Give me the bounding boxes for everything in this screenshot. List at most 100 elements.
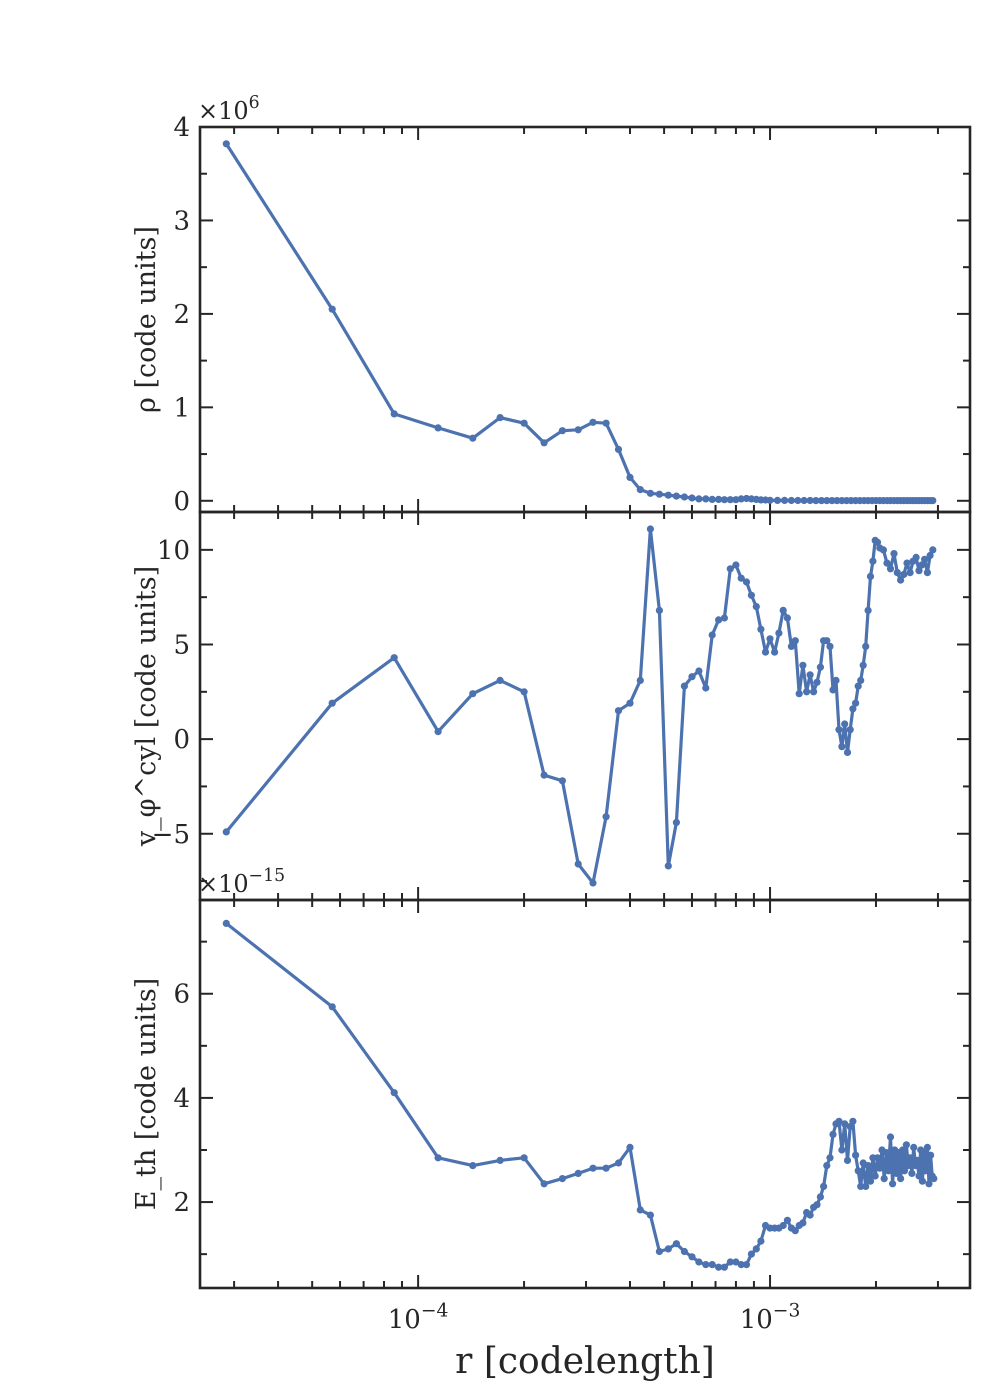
data-point [715, 616, 723, 624]
data-point [589, 1164, 597, 1172]
data-point [708, 1261, 716, 1269]
data-point [915, 1172, 923, 1180]
data-point [672, 492, 681, 500]
data-point [908, 1169, 916, 1177]
data-point [866, 1177, 875, 1185]
data-point [857, 676, 865, 685]
data-point [912, 553, 920, 562]
data-point [843, 1156, 852, 1164]
data-point [841, 720, 849, 728]
data-point [655, 1247, 664, 1256]
data-point [328, 699, 336, 707]
data-point [876, 1164, 884, 1172]
x-tick-label: 10−3 [740, 1300, 801, 1335]
data-point [766, 635, 774, 643]
data-point [626, 699, 634, 707]
data-point [922, 1167, 930, 1175]
data-point [680, 493, 689, 501]
data-point [574, 426, 582, 434]
data-point [791, 1227, 799, 1235]
data-point [695, 1258, 703, 1266]
data-point [920, 1149, 928, 1157]
data-point [806, 1211, 814, 1219]
y-ticks [200, 548, 970, 883]
data-point [846, 726, 854, 734]
data-point [799, 1219, 807, 1227]
axes-frame [198, 898, 972, 1290]
data-point [899, 1146, 907, 1154]
data-point [826, 1154, 834, 1162]
data-point [646, 525, 655, 533]
y-axis-label: E_th [code units] [131, 978, 162, 1210]
data-point [828, 497, 836, 505]
data-point [695, 667, 703, 675]
velocity-panel: −5 0 5 10v_φ^cyl [code units] [131, 510, 972, 902]
data-point [708, 631, 716, 639]
data-point [906, 1154, 914, 1162]
y-axis-label: ρ [code units] [131, 226, 162, 413]
data-point [602, 1164, 610, 1172]
x-axis-label: r [codelength] [455, 1341, 715, 1382]
data-point [923, 569, 932, 577]
data-point [835, 726, 843, 734]
data-point [328, 305, 336, 313]
data-point [664, 491, 672, 499]
data-point [893, 1169, 901, 1177]
data-point [813, 678, 821, 686]
data-point [602, 419, 610, 427]
data-point [918, 561, 926, 569]
data-point [838, 743, 846, 751]
data-point [496, 414, 504, 422]
data-point [803, 688, 811, 696]
data-point [757, 625, 765, 633]
data-point [859, 661, 867, 669]
data-point [589, 418, 597, 426]
data-point [864, 1162, 872, 1170]
data-point [540, 439, 548, 447]
data-point [469, 434, 477, 442]
data-point [823, 1162, 831, 1170]
data-point [849, 1117, 857, 1125]
data-point [747, 1250, 756, 1258]
data-point [737, 495, 745, 503]
data-point [761, 648, 770, 656]
data-point [766, 496, 774, 504]
data-point [688, 673, 696, 681]
data-point [680, 682, 689, 690]
data-point [520, 688, 528, 696]
data-point [886, 565, 895, 573]
data-point [871, 1172, 879, 1180]
data-point [890, 550, 898, 558]
data-point [864, 606, 872, 615]
data-point [930, 1175, 938, 1183]
data-point [902, 1141, 911, 1149]
data-points [222, 525, 937, 887]
data-point [771, 648, 779, 656]
thermal-energy-panel: 2 4 6 E_th [code units] ×10−15 10−4 10−3 r [cod… [131, 866, 972, 1382]
data-point [880, 1175, 888, 1183]
data-point [732, 561, 740, 569]
data-point [795, 690, 803, 698]
data-point [783, 1216, 792, 1224]
data-point [614, 707, 623, 715]
data-point [823, 497, 831, 505]
y-tick-label: −5 [152, 820, 190, 850]
data-point [742, 578, 751, 586]
data-point [726, 1258, 734, 1266]
data-point [800, 496, 808, 505]
data-point [773, 496, 782, 504]
y-ticks [200, 126, 970, 502]
data-point [715, 495, 723, 503]
data-points [222, 140, 937, 505]
data-point [897, 576, 905, 584]
axis-offset-text: ×10−15 [198, 866, 285, 898]
y-tick-label: 1 [173, 393, 190, 423]
data-point [882, 1149, 890, 1157]
data-point [222, 140, 230, 148]
data-point [328, 1003, 336, 1011]
data-point [832, 676, 840, 685]
data-point [469, 690, 477, 698]
data-point [558, 777, 567, 785]
data-point [779, 1221, 787, 1230]
data-point [915, 567, 923, 575]
